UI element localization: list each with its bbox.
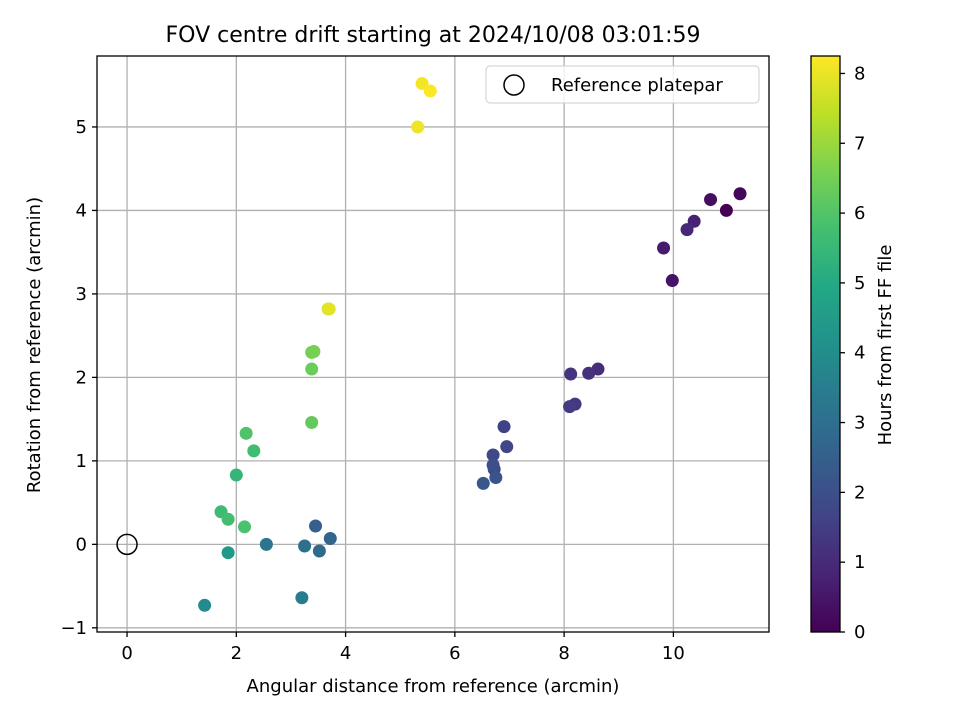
legend: Reference platepar xyxy=(485,65,760,104)
data-point xyxy=(221,546,235,560)
data-point xyxy=(411,120,425,134)
data-point xyxy=(298,539,312,553)
data-point xyxy=(500,440,514,454)
y-tick-label: 1 xyxy=(76,451,87,472)
scatter-points xyxy=(198,77,747,612)
data-point xyxy=(259,537,273,551)
x-axis-label: Angular distance from reference (arcmin) xyxy=(247,676,620,697)
data-point xyxy=(198,598,212,612)
colorbar-ticks: 0 1 2 3 4 5 6 7 8 xyxy=(840,63,865,643)
y-tick-label: 2 xyxy=(76,367,87,388)
y-tick-label: 4 xyxy=(76,200,87,221)
colorbar-tick-label: 2 xyxy=(854,482,865,503)
data-point xyxy=(221,512,235,526)
colorbar-gradient xyxy=(810,55,841,633)
x-tick-label: 10 xyxy=(662,643,685,664)
data-point xyxy=(476,476,490,490)
colorbar-tick-label: 4 xyxy=(854,343,865,364)
data-point xyxy=(229,468,243,482)
y-axis: −1 0 1 2 3 4 5 xyxy=(60,117,97,639)
data-point xyxy=(322,302,336,316)
data-point xyxy=(719,203,733,217)
y-tick-label: 3 xyxy=(76,284,87,305)
colorbar-tick-label: 1 xyxy=(854,552,865,573)
data-point xyxy=(238,520,252,534)
legend-box xyxy=(485,65,760,104)
x-tick-label: 2 xyxy=(231,643,242,664)
x-tick-label: 6 xyxy=(449,643,460,664)
data-point xyxy=(486,448,500,462)
reference-platepar-marker xyxy=(116,533,138,556)
data-point xyxy=(305,415,319,429)
data-point xyxy=(423,84,437,98)
data-point xyxy=(489,471,503,485)
data-point xyxy=(704,193,718,207)
colorbar-tick-label: 8 xyxy=(854,63,865,84)
data-point xyxy=(733,187,747,201)
data-point xyxy=(309,519,323,533)
grid xyxy=(97,56,769,632)
data-point xyxy=(665,274,679,288)
colorbar-tick-label: 5 xyxy=(854,273,865,294)
colorbar-tick-label: 0 xyxy=(854,622,865,643)
colorbar-label: Hours from first FF file xyxy=(875,245,896,446)
legend-reference-marker xyxy=(503,74,525,96)
data-point xyxy=(657,241,671,255)
data-point xyxy=(497,420,511,434)
data-point xyxy=(312,544,326,558)
data-point xyxy=(239,426,253,440)
data-point xyxy=(295,591,309,605)
colorbar-tick-label: 6 xyxy=(854,203,865,224)
y-axis-label: Rotation from reference (arcmin) xyxy=(24,197,45,493)
data-point xyxy=(564,367,578,381)
data-point xyxy=(247,444,261,458)
plot-frame xyxy=(96,55,770,633)
colorbar: 0 1 2 3 4 5 6 7 8 Hours from first FF file xyxy=(810,55,896,643)
data-point xyxy=(563,400,577,414)
data-point xyxy=(582,366,596,380)
data-point xyxy=(680,223,694,237)
data-point xyxy=(305,362,319,376)
x-tick-label: 4 xyxy=(340,643,351,664)
colorbar-tick-label: 7 xyxy=(854,133,865,154)
x-tick-label: 0 xyxy=(121,643,132,664)
y-tick-label: −1 xyxy=(60,618,87,639)
chart-title: FOV centre drift starting at 2024/10/08 … xyxy=(166,23,701,48)
y-tick-label: 5 xyxy=(76,117,87,138)
data-point xyxy=(486,458,500,472)
data-point xyxy=(415,77,429,91)
y-tick-label: 0 xyxy=(76,534,87,555)
legend-reference-label: Reference platepar xyxy=(551,75,723,96)
colorbar-tick-label: 3 xyxy=(854,413,865,434)
x-tick-label: 8 xyxy=(558,643,569,664)
reference-layer xyxy=(116,533,138,556)
data-point xyxy=(307,345,321,359)
x-axis: 0 2 4 6 8 10 xyxy=(121,632,685,664)
data-point xyxy=(323,532,337,546)
